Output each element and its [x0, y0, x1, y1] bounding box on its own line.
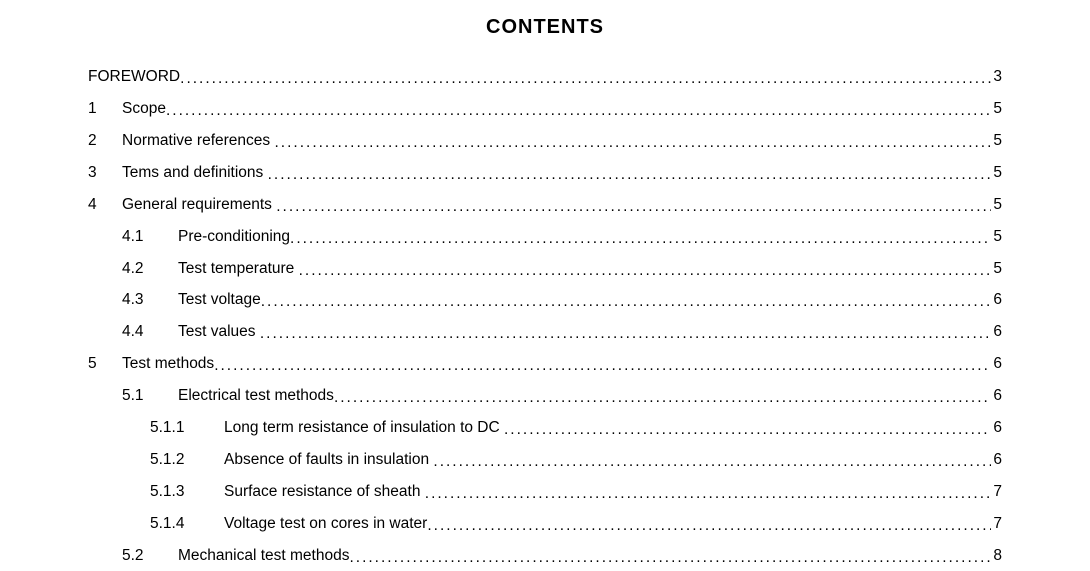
toc-entry-number: 4.4 — [122, 322, 178, 343]
toc-entry: 2Normative references ..................… — [88, 131, 1002, 152]
toc-entry-label: Surface resistance of sheath — [224, 482, 425, 503]
toc-entry: 5.1.3Surface resistance of sheath ......… — [88, 482, 1002, 503]
toc-entry-page: 3 — [991, 67, 1002, 88]
toc-entry-label: Long term resistance of insulation to DC — [224, 418, 504, 439]
toc-entry: 5Test methods...........................… — [88, 354, 1002, 375]
toc-leader-dots: ........................................… — [334, 388, 991, 409]
toc-entry-label: Test temperature — [178, 259, 299, 280]
toc-entry-page: 5 — [991, 259, 1002, 280]
toc-leader-dots: ........................................… — [349, 548, 991, 569]
toc-entry-label: FOREWORD — [88, 67, 180, 88]
toc-entry-page: 7 — [991, 514, 1002, 535]
toc-leader-dots: ........................................… — [425, 484, 992, 505]
toc-entry: 5.1.2Absence of faults in insulation ...… — [88, 450, 1002, 471]
toc-entry-number: 2 — [88, 131, 122, 152]
toc-entry-number: 5 — [88, 354, 122, 375]
toc-entry-label: Tems and definitions — [122, 163, 268, 184]
toc-entry-number: 4 — [88, 195, 122, 216]
toc-entry-number: 5.1.2 — [150, 450, 224, 471]
toc-entry-page: 5 — [991, 163, 1002, 184]
toc-entry: 4.2Test temperature ....................… — [88, 259, 1002, 280]
table-of-contents: FOREWORD................................… — [88, 67, 1002, 567]
toc-entry: FOREWORD................................… — [88, 67, 1002, 88]
toc-entry-number: 5.1.1 — [150, 418, 224, 439]
toc-entry: 4.3Test voltage.........................… — [88, 290, 1002, 311]
toc-leader-dots: ........................................… — [504, 420, 991, 441]
toc-leader-dots: ........................................… — [214, 356, 991, 377]
toc-entry-page: 6 — [991, 386, 1002, 407]
toc-entry-page: 5 — [991, 131, 1002, 152]
toc-entry-number: 4.2 — [122, 259, 178, 280]
toc-entry-number: 3 — [88, 163, 122, 184]
toc-entry-page: 6 — [991, 418, 1002, 439]
toc-entry-label: Pre-conditioning — [178, 227, 290, 248]
toc-entry: 5.1Electrical test methods..............… — [88, 386, 1002, 407]
toc-entry: 3Tems and definitions ..................… — [88, 163, 1002, 184]
toc-entry-page: 6 — [991, 354, 1002, 375]
toc-entry-label: Voltage test on cores in water — [224, 514, 427, 535]
toc-leader-dots: ........................................… — [268, 165, 992, 186]
toc-entry-page: 5 — [991, 227, 1002, 248]
toc-entry-page: 5 — [991, 195, 1002, 216]
toc-entry-number: 1 — [88, 99, 122, 120]
toc-entry: 5.2Mechanical test methods..............… — [88, 546, 1002, 567]
toc-leader-dots: ........................................… — [427, 516, 991, 537]
toc-entry-page: 6 — [991, 322, 1002, 343]
toc-leader-dots: ........................................… — [433, 452, 991, 473]
toc-entry-label: Test methods — [122, 354, 214, 375]
toc-entry-page: 6 — [991, 290, 1002, 311]
toc-entry-number: 5.1.3 — [150, 482, 224, 503]
toc-entry-label: General requirements — [122, 195, 276, 216]
toc-entry-label: Absence of faults in insulation — [224, 450, 433, 471]
toc-leader-dots: ........................................… — [276, 197, 991, 218]
toc-entry-page: 7 — [991, 482, 1002, 503]
toc-entry-label: Electrical test methods — [178, 386, 334, 407]
toc-leader-dots: ........................................… — [274, 133, 991, 154]
toc-entry-label: Mechanical test methods — [178, 546, 349, 567]
toc-entry: 5.1.4Voltage test on cores in water.....… — [88, 514, 1002, 535]
toc-entry-label: Scope — [122, 99, 166, 120]
toc-leader-dots: ........................................… — [261, 292, 992, 313]
toc-leader-dots: ........................................… — [290, 229, 991, 250]
toc-entry-number: 5.1 — [122, 386, 178, 407]
page-title: CONTENTS — [88, 16, 1002, 39]
page: CONTENTS FOREWORD.......................… — [0, 0, 1090, 571]
toc-entry-number: 4.3 — [122, 290, 178, 311]
toc-entry-label: Normative references — [122, 131, 274, 152]
toc-entry: 4General requirements ..................… — [88, 195, 1002, 216]
toc-entry: 5.1.1Long term resistance of insulation … — [88, 418, 1002, 439]
toc-entry: 1Scope..................................… — [88, 99, 1002, 120]
toc-leader-dots: ........................................… — [180, 69, 991, 90]
toc-entry-number: 4.1 — [122, 227, 178, 248]
toc-entry-number: 5.2 — [122, 546, 178, 567]
toc-entry-label: Test values — [178, 322, 260, 343]
toc-leader-dots: ........................................… — [166, 101, 991, 122]
toc-entry-page: 6 — [991, 450, 1002, 471]
toc-entry: 4.1Pre-conditioning.....................… — [88, 227, 1002, 248]
toc-entry-page: 5 — [991, 99, 1002, 120]
toc-entry-label: Test voltage — [178, 290, 261, 311]
toc-entry-number: 5.1.4 — [150, 514, 224, 535]
toc-entry: 4.4Test values .........................… — [88, 322, 1002, 343]
toc-entry-page: 8 — [991, 546, 1002, 567]
toc-leader-dots: ........................................… — [260, 324, 992, 345]
toc-leader-dots: ........................................… — [299, 261, 992, 282]
